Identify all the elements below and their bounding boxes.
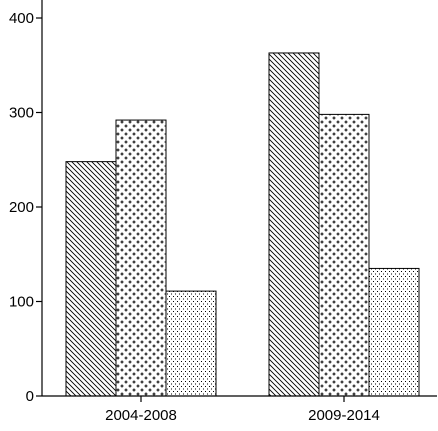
- bar-2009-2014-series-1: [268, 52, 320, 397]
- x-tick-label-2009-2014: 2009-2014: [308, 407, 380, 424]
- bar-2004-2008-series-2: [115, 119, 167, 397]
- bar-2009-2014-series-3: [368, 267, 420, 397]
- axes-group: 0 100 200 300 400 2004-2008 2009-2014: [9, 0, 437, 424]
- y-tick-label-300: 300: [9, 105, 34, 122]
- bars-group: [65, 52, 420, 397]
- bar-2004-2008-series-1: [65, 161, 117, 397]
- y-tick-label-100: 100: [9, 294, 34, 311]
- x-tick-label-2004-2008: 2004-2008: [105, 407, 177, 424]
- y-tick-label-0: 0: [26, 388, 34, 405]
- bar-2004-2008-series-3: [165, 290, 217, 397]
- y-tick-label-400: 400: [9, 10, 34, 27]
- bar-2009-2014-series-2: [318, 113, 370, 397]
- y-tick-label-200: 200: [9, 199, 34, 216]
